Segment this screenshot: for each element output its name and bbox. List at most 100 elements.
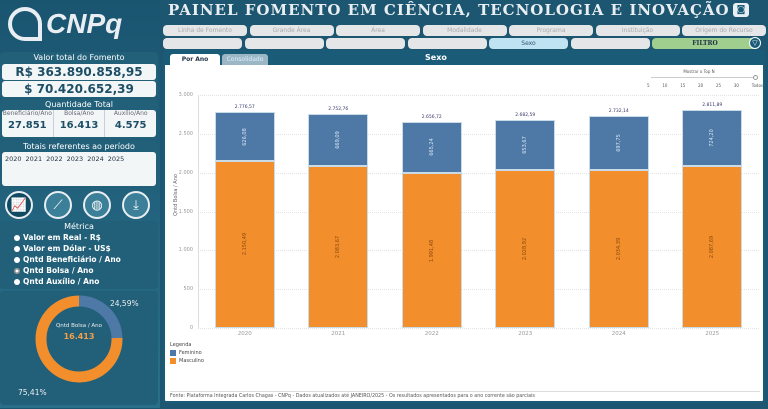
left-sidebar: CNPq Valor total do Fomento R$ 363.890.8… (0, 0, 160, 408)
chart-title: Sexo (425, 53, 447, 62)
filter-button[interactable]: Sexo (489, 38, 568, 49)
top-n-tick: 25 (715, 83, 722, 88)
bar-masculino[interactable] (214, 160, 275, 328)
metrica-label: Qntd Bolsa / Ano (23, 266, 94, 275)
y-tick-label: 0 (189, 325, 193, 331)
legend-label: Feminino (179, 350, 202, 356)
donut-slice-feminino[interactable] (78, 295, 123, 339)
top-n-slider[interactable]: Mostrar o Top N 5 10 15 20 25 30 Todos (635, 69, 763, 88)
bar-value-label: 2.034,39 (615, 237, 622, 261)
y-tick-label: 2.000 (178, 169, 193, 176)
bar-total-label: 2.752,76 (328, 107, 349, 113)
y-axis-line (198, 95, 199, 328)
filter-button[interactable]: Linha de Fomento (163, 25, 247, 36)
gridline (198, 211, 759, 213)
x-tick-label: 2023 (518, 331, 533, 337)
metrica-option[interactable]: Qntd Auxílio / Ano (14, 276, 158, 287)
chart-trend-icon[interactable]: 📈 (5, 191, 33, 219)
tab-bar: Por Ano Consolidado Sexo (165, 52, 763, 65)
filter-button[interactable]: Instituição (595, 25, 680, 36)
metrica-option[interactable]: Qntd Beneficiário / Ano (14, 254, 158, 265)
bar-masculino[interactable] (495, 170, 556, 328)
bar-feminino[interactable] (401, 121, 462, 174)
legend-label: Masculino (179, 358, 204, 364)
x-tick-label: 2024 (611, 331, 626, 337)
tab-consolidado[interactable]: Consolidado (222, 54, 268, 65)
line-chart-icon[interactable]: ⟋ (44, 191, 72, 219)
bar-feminino[interactable] (308, 114, 369, 167)
logo-text: CNPq (46, 8, 123, 39)
bar-masculino[interactable] (308, 166, 369, 328)
year-chip[interactable]: 2024 (87, 155, 104, 163)
slider-thumb[interactable] (753, 75, 758, 80)
download-icon[interactable]: ⤓ (122, 191, 150, 219)
globe-icon[interactable]: ◍ (83, 191, 111, 219)
tab-por-ano[interactable]: Por Ano (170, 54, 220, 65)
donut-slice-masculino[interactable] (35, 295, 123, 383)
bar-value-label: 1.991,48 (428, 239, 435, 262)
bar-total-label: 2.811,89 (702, 102, 723, 108)
bar-feminino[interactable] (214, 112, 275, 161)
bar-feminino[interactable] (588, 115, 649, 170)
year-chip[interactable]: 2023 (66, 155, 84, 163)
radio-icon[interactable] (14, 256, 20, 263)
bar-feminino[interactable] (682, 109, 743, 166)
filter-button[interactable] (570, 38, 650, 49)
filter-button[interactable] (244, 38, 324, 49)
feminino-pct: 24,59% (110, 299, 139, 308)
top-n-tick: 10 (662, 83, 668, 88)
bar-value-label: 669,09 (335, 131, 342, 149)
donut-panel: Qntd Bolsa / Ano 16.413 24,59% 75,41% (0, 291, 158, 405)
filter-button[interactable] (163, 38, 242, 49)
radio-icon[interactable] (14, 267, 20, 274)
slider-track[interactable] (651, 75, 758, 80)
y-tick-label: 1.000 (178, 247, 193, 254)
filter-button[interactable] (407, 38, 487, 49)
filter-button[interactable]: Modalidade (422, 25, 507, 36)
metrica-option[interactable]: Qntd Bolsa / Ano (14, 265, 158, 276)
donut-label: Qntd Bolsa / Ano (55, 323, 103, 329)
radio-icon[interactable] (14, 245, 20, 252)
gridline (198, 289, 759, 291)
camera-icon[interactable]: ◙ (733, 3, 749, 17)
year-chip[interactable]: 2025 (107, 155, 125, 163)
bar-masculino[interactable] (401, 173, 462, 328)
bar-value-label: 697,75 (615, 134, 622, 152)
y-tick-label: 3.000 (178, 92, 193, 98)
metrica-option[interactable]: Valor em Real - R$ (14, 232, 158, 243)
x-tick-label: 2025 (705, 331, 720, 337)
filter-button[interactable]: Programa (509, 25, 593, 36)
qtd-cell: Beneficiário/Ano 27.851 (2, 110, 53, 137)
bar-masculino[interactable] (682, 165, 743, 328)
year-chip[interactable]: 2020 (5, 155, 22, 163)
filter-button[interactable]: Área (336, 25, 420, 36)
donut-chart (35, 295, 123, 383)
x-tick-label: 2020 (237, 331, 252, 337)
year-chip[interactable]: 2022 (46, 155, 63, 163)
filter-button[interactable]: Grande Área (249, 25, 334, 36)
bar-masculino[interactable] (588, 169, 649, 328)
year-chip[interactable]: 2021 (25, 155, 43, 163)
bar-value-label: 653,67 (522, 136, 529, 154)
legend-swatch (170, 350, 176, 356)
radio-icon[interactable] (14, 278, 20, 285)
metrica-title: Métrica (64, 222, 94, 231)
top-n-tick: 15 (680, 83, 686, 88)
legend-item[interactable]: Feminino (170, 350, 204, 356)
anos-list: 2020 2021 2022 2023 2024 2025 (2, 152, 156, 186)
legend-item[interactable]: Masculino (170, 358, 204, 364)
bar-total-label: 2.656,72 (421, 114, 442, 120)
bar-feminino[interactable] (495, 119, 556, 171)
filter-button[interactable]: Origem do Recurso (682, 25, 766, 36)
filter-button[interactable] (326, 38, 405, 49)
metrica-option[interactable]: Valor em Dólar - US$ (14, 243, 158, 254)
quantidade-panel: Quantidade Total Beneficiário/Ano 27.851 B… (0, 99, 158, 139)
filter-funnel-icon[interactable]: ▽ (749, 37, 761, 49)
qtd-cell: Bolsa/Ano 16.413 (52, 110, 105, 137)
bar-value-label: 2.083,67 (335, 235, 342, 259)
view-buttons: 📈 ⟋ ◍ ⤓ (5, 191, 150, 219)
y-tick-label: 2.500 (178, 130, 193, 137)
radio-icon[interactable] (14, 234, 20, 241)
valor-panel: Valor total do Fomento R$ 363.890.858,95… (0, 52, 158, 98)
filtro-button[interactable]: FILTRO (652, 38, 758, 49)
